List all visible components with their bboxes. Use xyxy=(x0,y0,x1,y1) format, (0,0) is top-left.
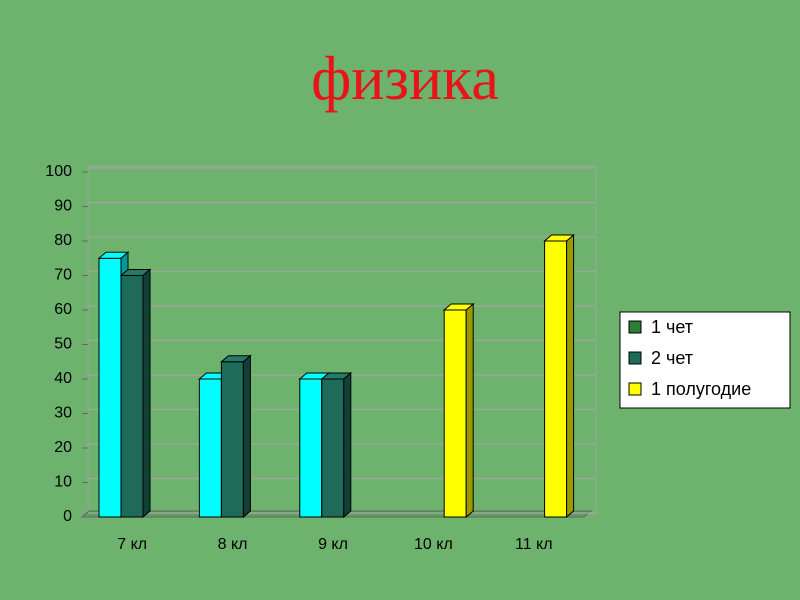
y-tick-label: 70 xyxy=(54,267,72,284)
x-tick-label: 7 кл xyxy=(117,536,147,553)
y-tick-label: 100 xyxy=(45,163,72,180)
bar-side xyxy=(142,268,151,519)
legend-label: 1 полугодие xyxy=(651,379,751,399)
y-tick-label: 0 xyxy=(63,508,72,525)
bar xyxy=(299,378,323,518)
y-tick-label: 80 xyxy=(54,232,72,249)
bar-side xyxy=(465,302,474,519)
legend-label: 2 чет xyxy=(651,348,693,368)
bar xyxy=(198,378,222,518)
legend-swatch xyxy=(628,351,642,365)
bar-side xyxy=(343,371,352,519)
legend: 1 чет 2 чет 1 полугодие xyxy=(619,311,791,409)
chart-title: физика xyxy=(311,45,499,113)
legend-swatch xyxy=(628,320,642,334)
bar xyxy=(321,378,345,518)
y-tick-label: 30 xyxy=(54,405,72,422)
bar xyxy=(220,361,244,518)
y-tick-label: 10 xyxy=(54,474,72,491)
bar-side xyxy=(566,233,575,519)
bar xyxy=(120,275,144,518)
x-tick-label: 9 кл xyxy=(318,536,348,553)
bar-side xyxy=(242,354,251,519)
y-tick-label: 60 xyxy=(54,301,72,318)
bar xyxy=(98,257,122,518)
bar xyxy=(443,309,467,518)
legend-label: 1 чет xyxy=(651,317,693,337)
x-tick-label: 10 кл xyxy=(414,536,453,553)
y-tick-label: 20 xyxy=(54,439,72,456)
y-tick-label: 40 xyxy=(54,370,72,387)
y-tick-label: 90 xyxy=(54,198,72,215)
legend-box xyxy=(619,311,791,409)
x-tick-label: 11 кл xyxy=(515,536,553,553)
y-tick-label: 50 xyxy=(54,336,72,353)
legend-swatch xyxy=(628,382,642,396)
bar xyxy=(544,240,568,518)
x-tick-label: 8 кл xyxy=(218,536,248,553)
